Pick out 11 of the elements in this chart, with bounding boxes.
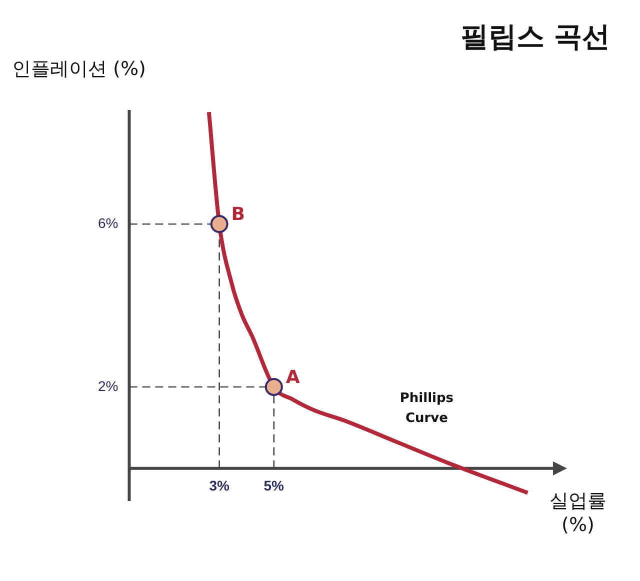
series-label: Phillips Curve (400, 390, 454, 426)
annotation: B (231, 204, 246, 226)
line-series (206, 110, 530, 495)
y-tick-label: 6% (98, 214, 118, 231)
y-tick-label: 2% (98, 378, 118, 394)
x-tick-label: 3% (209, 478, 230, 494)
x-axis-title: 실업률 (%) (548, 489, 608, 536)
annotation: A (286, 366, 300, 388)
x-tick-label: 5% (264, 478, 285, 494)
y-axis-title: 인플레이션 (%) (12, 57, 146, 82)
chart-title: 필립스 곡선 (460, 19, 610, 55)
